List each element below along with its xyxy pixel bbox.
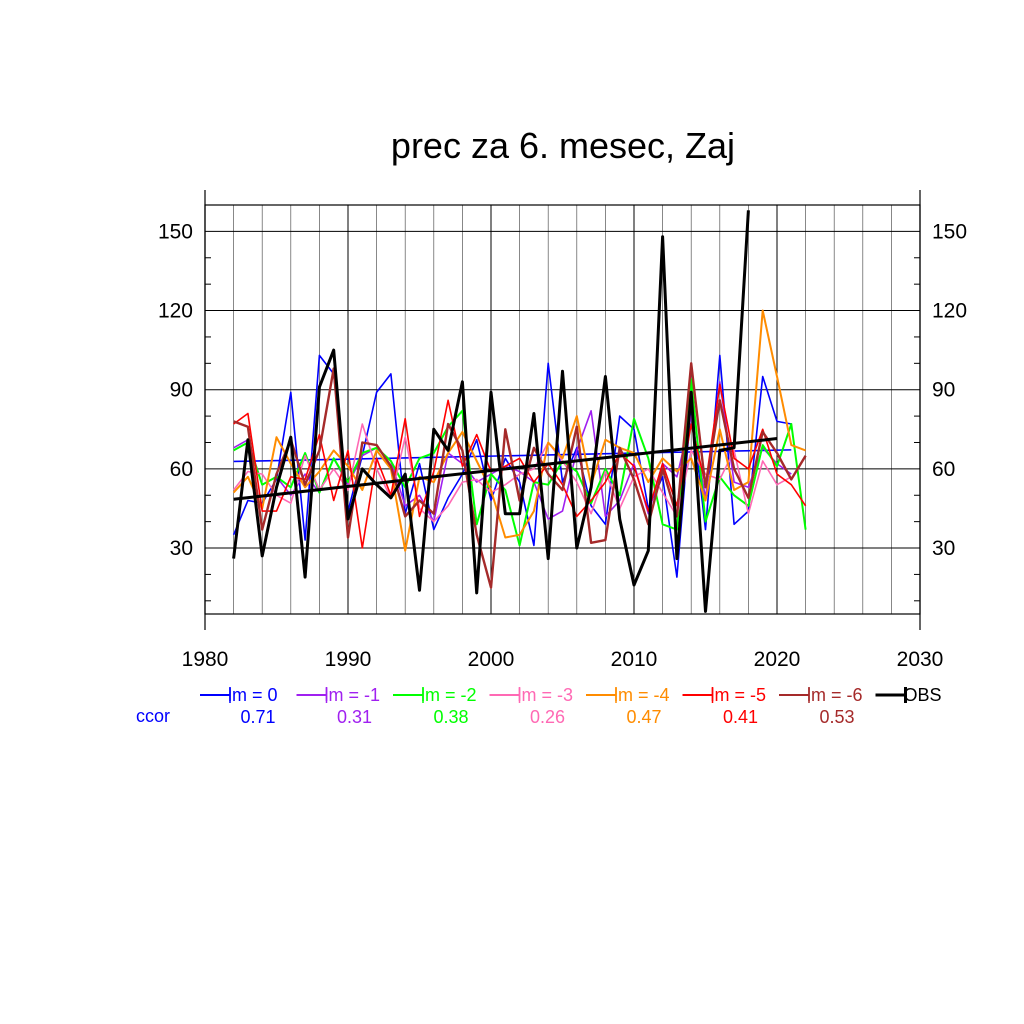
x-tick-label: 2030 [897, 648, 944, 671]
legend-item: lm = -60.53 [779, 685, 863, 727]
axes: 30 30 60 60 90 90 120 120 150 150 1980 1990 2000 2010… [158, 220, 967, 671]
legend-ccor: 0.71 [240, 707, 275, 727]
series-lines [232, 210, 807, 613]
legend-item: lm = -50.41 [682, 685, 767, 727]
y-tick-label-left: 90 [170, 379, 193, 402]
y-tick-label-right: 30 [932, 537, 955, 560]
grid [205, 205, 920, 614]
legend-name: lm = -1 [325, 685, 381, 705]
series-8 [232, 210, 778, 613]
x-tick-label: 2020 [754, 648, 801, 671]
legend-name: lm = 0 [228, 685, 278, 705]
series-line [232, 423, 792, 523]
series-3 [233, 378, 807, 547]
legend-item: lm = -30.26 [489, 685, 574, 727]
legend-ccor: 0.47 [626, 707, 661, 727]
legend-ccor: 0.53 [819, 707, 854, 727]
legend-name: lm = -2 [421, 685, 477, 705]
y-tick-label-left: 150 [158, 220, 193, 243]
y-tick-label-right: 120 [932, 300, 967, 323]
legend-name: lm = -5 [711, 685, 767, 705]
ccor-label: ccor [136, 706, 170, 726]
series-5 [232, 309, 806, 552]
y-tick-label-left: 60 [170, 458, 193, 481]
legend-ccor: 0.26 [530, 707, 565, 727]
series-line [232, 309, 806, 552]
y-tick-label-right: 150 [932, 220, 967, 243]
legend-ccor: 0.41 [723, 707, 758, 727]
legend-name: lm = -3 [518, 685, 574, 705]
plot-border [204, 204, 921, 615]
x-tick-label: 2000 [468, 648, 515, 671]
legend-ccor: 0.38 [433, 707, 468, 727]
legend-item: lm = -10.31 [296, 685, 381, 727]
x-tick-label: 1990 [325, 648, 372, 671]
legend-item: lm = -40.47 [586, 685, 670, 727]
legend-item: lm = -20.38 [393, 685, 477, 727]
legend-name: lm = -6 [807, 685, 863, 705]
y-tick-label-right: 60 [932, 458, 955, 481]
y-tick-label-left: 120 [158, 300, 193, 323]
x-tick-label: 2010 [611, 648, 658, 671]
chart-title: prec za 6. mesec, Zaj [391, 125, 735, 166]
trend-line [233, 437, 778, 501]
x-tick-label: 1980 [182, 648, 229, 671]
legend-name: lm = -4 [614, 685, 670, 705]
plot-frame [204, 190, 921, 630]
y-tick-label-right: 90 [932, 379, 955, 402]
series-4 [232, 423, 792, 523]
series-line [233, 378, 807, 547]
legend-ccor: 0.31 [337, 707, 372, 727]
legend-item: OBS [875, 685, 942, 705]
series-7 [233, 362, 807, 589]
y-tick-label-left: 30 [170, 537, 193, 560]
series-line [233, 362, 807, 589]
legend-name: OBS [904, 685, 942, 705]
legend-item: lm = 00.71 [200, 685, 278, 727]
series-line [232, 210, 750, 613]
